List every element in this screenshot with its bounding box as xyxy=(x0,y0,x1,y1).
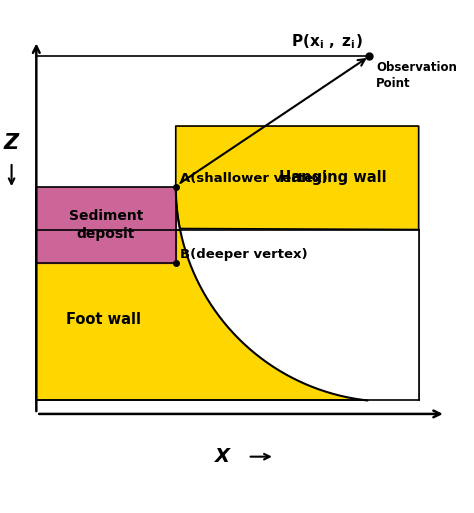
Text: X: X xyxy=(215,447,230,466)
Text: B(deeper vertex): B(deeper vertex) xyxy=(180,248,308,261)
Text: A(shallower vertex): A(shallower vertex) xyxy=(180,171,328,185)
Text: Z: Z xyxy=(4,133,19,153)
Bar xyxy=(36,229,419,401)
Polygon shape xyxy=(36,187,176,263)
Polygon shape xyxy=(180,229,419,401)
Polygon shape xyxy=(176,126,419,229)
Text: $\mathbf{P(x_i\ ,\ z_i)}$: $\mathbf{P(x_i\ ,\ z_i)}$ xyxy=(291,32,363,51)
Text: Foot wall: Foot wall xyxy=(66,312,141,327)
Text: Observation
Point: Observation Point xyxy=(376,61,457,90)
Text: Sediment
deposit: Sediment deposit xyxy=(69,209,143,241)
Text: Hanging wall: Hanging wall xyxy=(279,170,387,185)
